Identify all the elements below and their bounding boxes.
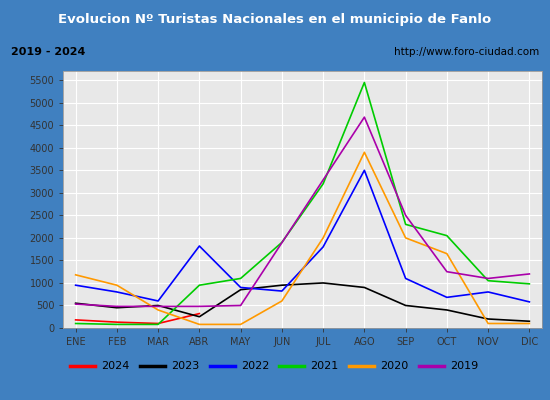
Text: Evolucion Nº Turistas Nacionales en el municipio de Fanlo: Evolucion Nº Turistas Nacionales en el m… — [58, 12, 492, 26]
Text: 2019 - 2024: 2019 - 2024 — [11, 47, 85, 57]
Text: 2022: 2022 — [241, 361, 270, 371]
Text: http://www.foro-ciudad.com: http://www.foro-ciudad.com — [394, 47, 539, 57]
Text: 2020: 2020 — [380, 361, 409, 371]
Text: 2019: 2019 — [450, 361, 478, 371]
Text: 2021: 2021 — [311, 361, 339, 371]
Text: 2024: 2024 — [102, 361, 130, 371]
Text: 2023: 2023 — [171, 361, 200, 371]
